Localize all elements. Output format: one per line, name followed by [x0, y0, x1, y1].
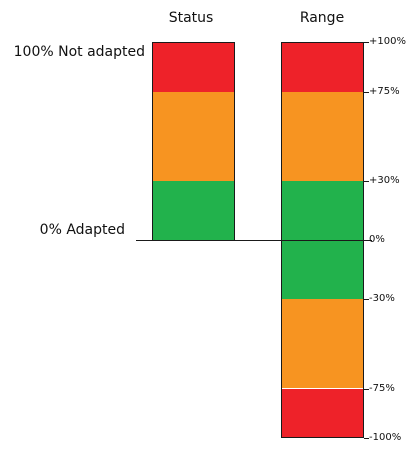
- status-column-header: Status: [168, 10, 214, 26]
- range-tick: [364, 299, 369, 300]
- range-bar: [281, 42, 364, 438]
- range-tick-label: +100%: [369, 36, 406, 47]
- not-adapted-label: 100% Not adapted: [13, 44, 145, 60]
- zero-baseline: [136, 240, 372, 241]
- range-tick-label: -30%: [369, 293, 395, 304]
- range-tick: [364, 42, 369, 43]
- status-segment-green: [153, 180, 234, 240]
- status-segment-red: [153, 43, 234, 92]
- range-tick: [364, 181, 369, 182]
- adapted-label: 0% Adapted: [39, 222, 125, 238]
- range-tick-label: -100%: [369, 432, 402, 443]
- range-tick-label: -75%: [369, 383, 395, 394]
- range-segment-red-top: [282, 43, 363, 92]
- range-tick: [364, 438, 369, 439]
- range-segment-orange-bottom: [282, 299, 363, 389]
- range-segment-green-bottom: [282, 240, 363, 300]
- range-tick: [364, 240, 369, 241]
- range-tick-label: +30%: [369, 175, 400, 186]
- status-bar: [152, 42, 235, 241]
- range-tick: [364, 92, 369, 93]
- range-segment-red-bottom: [282, 388, 363, 437]
- range-tick: [364, 389, 369, 390]
- range-segment-green-top: [282, 180, 363, 240]
- status-segment-orange: [153, 91, 234, 181]
- range-column-header: Range: [299, 10, 345, 26]
- range-tick-label: 0%: [369, 234, 385, 245]
- range-segment-orange-top: [282, 91, 363, 181]
- range-tick-label: +75%: [369, 86, 400, 97]
